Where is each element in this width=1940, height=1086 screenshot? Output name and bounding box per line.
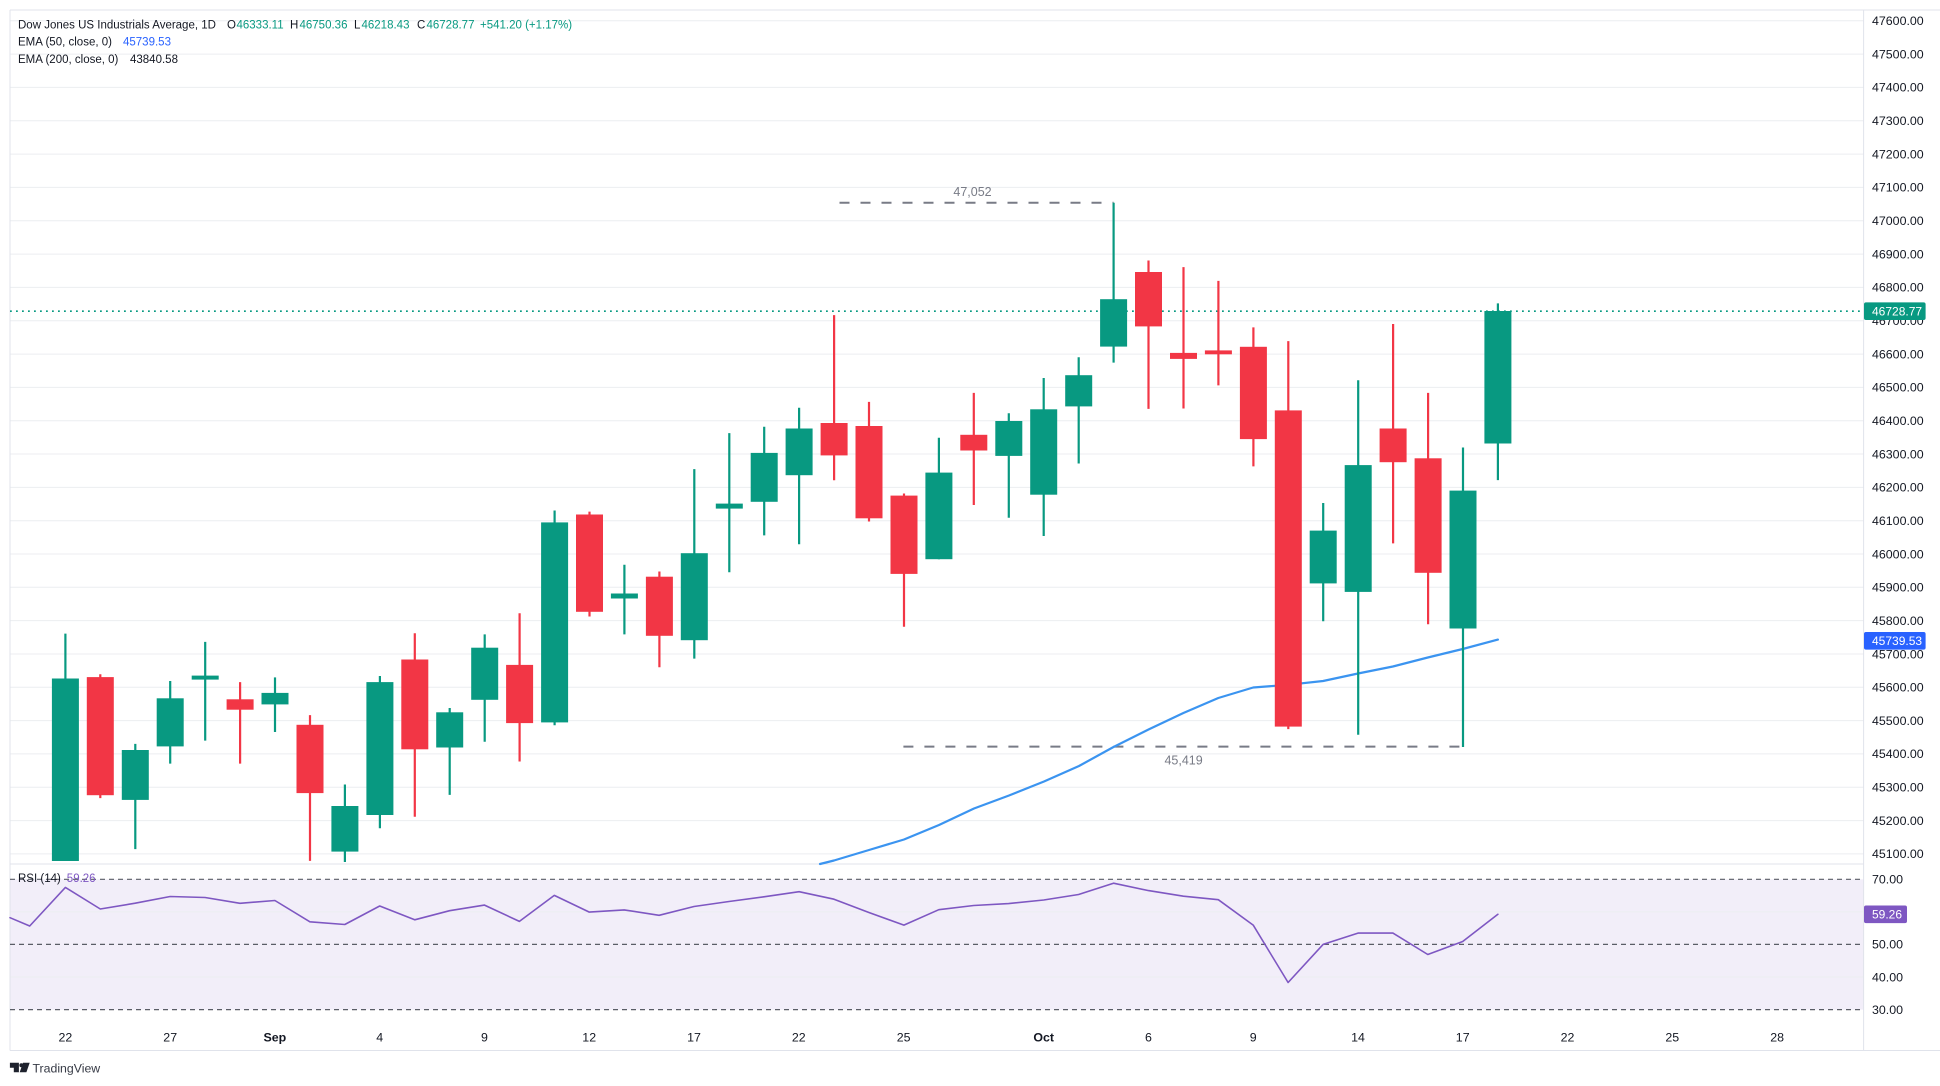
svg-text:22: 22 (1561, 1030, 1575, 1044)
svg-text:4: 4 (376, 1030, 383, 1044)
svg-text:9: 9 (1250, 1030, 1257, 1044)
svg-text:Sep: Sep (264, 1030, 287, 1044)
svg-text:45400.00: 45400.00 (1872, 747, 1924, 761)
svg-text:45800.00: 45800.00 (1872, 614, 1924, 628)
svg-text:47100.00: 47100.00 (1872, 181, 1924, 195)
svg-text:46300.00: 46300.00 (1872, 447, 1924, 461)
svg-text:45900.00: 45900.00 (1872, 581, 1924, 595)
svg-text:46900.00: 46900.00 (1872, 247, 1924, 261)
svg-text:Oct: Oct (1033, 1030, 1054, 1044)
svg-text:59.26: 59.26 (1872, 908, 1902, 922)
svg-text:45500.00: 45500.00 (1872, 714, 1924, 728)
svg-text:47,052: 47,052 (953, 185, 991, 199)
svg-text:45739.53: 45739.53 (123, 36, 171, 48)
svg-text:22: 22 (59, 1030, 73, 1044)
svg-text:59.26: 59.26 (67, 873, 96, 885)
svg-text:46800.00: 46800.00 (1872, 281, 1924, 295)
svg-text:EMA (50, close, 0): EMA (50, close, 0) (18, 36, 112, 48)
svg-text:22: 22 (792, 1030, 806, 1044)
svg-text:47600.00: 47600.00 (1872, 14, 1924, 28)
svg-text:45700.00: 45700.00 (1872, 647, 1924, 661)
svg-text:46500.00: 46500.00 (1872, 381, 1924, 395)
svg-text:45300.00: 45300.00 (1872, 781, 1924, 795)
svg-text:50.00: 50.00 (1872, 938, 1903, 952)
svg-text:46100.00: 46100.00 (1872, 514, 1924, 528)
svg-text:70.00: 70.00 (1872, 873, 1903, 887)
svg-text:46200.00: 46200.00 (1872, 481, 1924, 495)
svg-text:EMA (200, close, 0): EMA (200, close, 0) (18, 54, 119, 66)
svg-text:17: 17 (687, 1030, 701, 1044)
svg-text:45100.00: 45100.00 (1872, 847, 1924, 861)
svg-text:47300.00: 47300.00 (1872, 114, 1924, 128)
svg-text:6: 6 (1145, 1030, 1152, 1044)
svg-text:46728.77: 46728.77 (1872, 305, 1922, 319)
svg-text:43840.58: 43840.58 (130, 54, 178, 66)
svg-text:47400.00: 47400.00 (1872, 81, 1924, 95)
svg-text:28: 28 (1770, 1030, 1784, 1044)
svg-text:40.00: 40.00 (1872, 970, 1903, 984)
svg-text:17: 17 (1456, 1030, 1470, 1044)
svg-text:9: 9 (481, 1030, 488, 1044)
svg-text:25: 25 (1665, 1030, 1679, 1044)
svg-text:45739.53: 45739.53 (1872, 634, 1922, 648)
svg-text:RSI (14): RSI (14) (18, 873, 61, 885)
svg-text:14: 14 (1351, 1030, 1365, 1044)
svg-text:46400.00: 46400.00 (1872, 414, 1924, 428)
svg-text:Dow Jones US Industrials Avera: Dow Jones US Industrials Average, 1D (18, 20, 216, 32)
svg-text:47200.00: 47200.00 (1872, 147, 1924, 161)
svg-text:46000.00: 46000.00 (1872, 547, 1924, 561)
svg-text:45600.00: 45600.00 (1872, 681, 1924, 695)
svg-text:46600.00: 46600.00 (1872, 347, 1924, 361)
svg-text:27: 27 (163, 1030, 177, 1044)
svg-text:45200.00: 45200.00 (1872, 814, 1924, 828)
svg-text:47000.00: 47000.00 (1872, 214, 1924, 228)
svg-text:25: 25 (897, 1030, 911, 1044)
svg-text:30.00: 30.00 (1872, 1003, 1903, 1017)
svg-text:47500.00: 47500.00 (1872, 47, 1924, 61)
svg-text:12: 12 (582, 1030, 596, 1044)
svg-text:TradingView: TradingView (33, 1061, 101, 1075)
svg-text:45,419: 45,419 (1164, 754, 1202, 768)
